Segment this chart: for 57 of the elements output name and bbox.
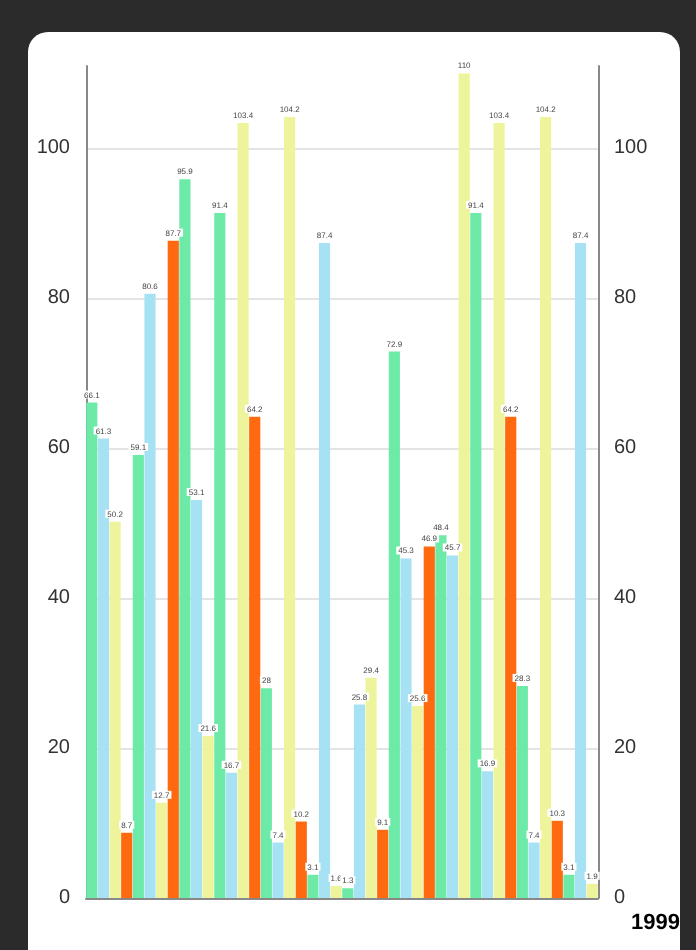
bar — [446, 555, 459, 898]
bar — [307, 874, 319, 898]
bar — [528, 842, 540, 898]
bar — [260, 688, 272, 898]
bar — [190, 499, 203, 898]
bar — [284, 116, 296, 898]
bar — [202, 736, 214, 898]
bar — [412, 706, 424, 898]
bar — [330, 886, 342, 898]
bar — [353, 704, 366, 898]
bar — [435, 535, 447, 898]
bar — [225, 772, 238, 898]
bar — [481, 771, 494, 898]
bar — [365, 677, 377, 898]
bar — [400, 558, 412, 898]
bar — [551, 820, 563, 898]
bar — [377, 829, 389, 898]
bar — [109, 521, 121, 898]
bar — [97, 438, 110, 898]
bar — [470, 212, 482, 898]
bar — [86, 402, 98, 898]
bar — [342, 888, 354, 898]
y2-tick-label: 40 — [614, 587, 638, 610]
bar — [388, 351, 400, 898]
y2-tick-label: 20 — [614, 737, 638, 760]
bar — [237, 122, 249, 898]
bar — [179, 179, 191, 898]
y2-tick-label: 60 — [614, 437, 638, 460]
y2-tick-label: 0 — [614, 887, 626, 909]
y-tick-label: 60 — [47, 437, 71, 460]
y-tick-label: 80 — [47, 287, 71, 310]
y-tick-label: 0 — [58, 887, 71, 909]
bar — [295, 821, 307, 898]
bar — [272, 842, 284, 898]
bar — [318, 242, 331, 898]
y-tick-label: 40 — [47, 587, 71, 610]
bar — [144, 293, 156, 898]
bar — [249, 416, 261, 898]
bar — [214, 212, 226, 898]
bar — [167, 240, 179, 898]
bar — [574, 242, 587, 898]
bar — [156, 802, 168, 898]
text: 1999 — [631, 911, 681, 935]
bar — [516, 685, 528, 898]
y2-tick-label: 100 — [614, 137, 649, 160]
bar — [586, 883, 598, 898]
bar — [132, 455, 144, 898]
bar — [505, 416, 517, 898]
y-tick-label: 20 — [47, 737, 71, 760]
bar — [493, 122, 505, 898]
bar — [563, 874, 575, 898]
bar — [540, 116, 552, 898]
bar — [121, 832, 133, 898]
bar — [458, 73, 470, 898]
y-tick-label: 100 — [36, 137, 71, 160]
bar — [423, 546, 435, 898]
y2-tick-label: 80 — [614, 287, 638, 310]
